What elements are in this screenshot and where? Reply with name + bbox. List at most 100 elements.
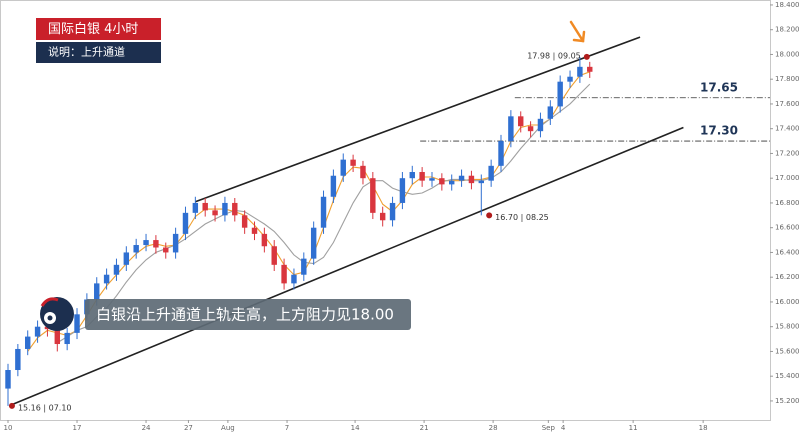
candle-body <box>222 202 228 216</box>
plot-frame <box>0 0 771 421</box>
candle-body <box>527 126 534 132</box>
level-label: 17.65 <box>700 80 738 94</box>
candle-body <box>350 159 356 166</box>
annotation-dot <box>583 53 590 60</box>
y-tick-label: 16.800 <box>775 199 800 207</box>
pointer-arrow <box>569 20 586 43</box>
candle-body <box>301 258 307 275</box>
candle-body <box>567 76 573 82</box>
logo <box>40 297 74 331</box>
candle-body <box>172 233 179 253</box>
y-tick-label: 15.600 <box>775 347 800 355</box>
candle-body <box>281 264 287 284</box>
candle-body <box>192 202 199 213</box>
candle-body <box>310 227 317 259</box>
candle-body <box>488 165 494 181</box>
subtitle-box <box>36 42 161 63</box>
candle-body <box>320 196 327 228</box>
candle-body <box>458 175 465 181</box>
candle-body <box>15 348 21 371</box>
candle-body <box>370 178 376 213</box>
candle-body <box>577 66 583 77</box>
candle-body <box>232 202 238 216</box>
trendline <box>11 126 684 406</box>
candle-body <box>143 240 149 246</box>
candle-body <box>64 332 70 345</box>
y-tick-label: 17.400 <box>775 125 800 133</box>
y-tick-label: 17.600 <box>775 100 800 108</box>
candle-body <box>251 227 258 234</box>
candle-body <box>508 116 514 142</box>
y-tick-label: 16.000 <box>775 298 800 306</box>
y-tick-label: 16.400 <box>775 248 800 256</box>
candle-body <box>360 165 366 179</box>
x-tick-label: 24 <box>142 424 151 432</box>
y-tick-label: 17.000 <box>775 174 800 182</box>
candle-body <box>5 370 11 389</box>
candle-body <box>340 159 346 176</box>
y-tick-label: 18.200 <box>775 26 800 34</box>
level-label: 17.30 <box>700 124 738 138</box>
y-tick-label: 17.800 <box>775 75 800 83</box>
candle-body <box>439 178 445 185</box>
candle-body <box>153 240 159 248</box>
candle-body <box>25 336 31 349</box>
subtitle: 说明：上升通道 <box>48 45 125 59</box>
y-tick-label: 18.000 <box>775 50 800 58</box>
candle-body <box>271 246 277 265</box>
candle-body <box>429 178 435 181</box>
title: 国际白银 4小时 <box>48 21 138 37</box>
x-tick-label: 4 <box>561 424 566 432</box>
candle-body <box>419 172 425 181</box>
x-tick-label: 17 <box>73 424 82 432</box>
x-tick-label: 27 <box>184 424 193 432</box>
y-tick-label: 15.800 <box>775 323 800 331</box>
candle-body <box>54 329 61 345</box>
x-tick-label: Aug <box>221 424 235 432</box>
candle-body <box>399 178 406 203</box>
candle-body <box>202 202 208 211</box>
x-tick-label: 10 <box>4 424 13 432</box>
candle-body <box>74 314 80 333</box>
annotation-label: 16.70 | 08.25 <box>495 213 549 222</box>
candle-body <box>241 215 248 228</box>
candle-body <box>587 66 593 72</box>
candle-body <box>389 202 396 221</box>
annotation-label: 15.16 | 07.10 <box>18 403 72 412</box>
candle-body <box>261 233 268 247</box>
candle-body <box>133 245 139 253</box>
trendline <box>195 36 641 203</box>
x-tick-label: 14 <box>351 424 360 432</box>
annotation-label: 17.98 | 09.05 <box>527 51 581 60</box>
candle-body <box>291 274 297 284</box>
candle-body <box>557 81 563 107</box>
x-tick-label: Sep <box>542 424 556 432</box>
candle-body <box>409 172 415 179</box>
candle-body <box>498 141 504 166</box>
candle-body <box>518 116 524 127</box>
y-tick-label: 15.200 <box>775 397 800 405</box>
y-tick-label: 17.200 <box>775 149 800 157</box>
candle-body <box>113 264 120 275</box>
title-box <box>36 18 161 40</box>
candle-body <box>94 283 100 300</box>
candle-body <box>468 175 475 184</box>
candle-body <box>103 274 110 284</box>
annotation-dot <box>8 402 15 409</box>
y-tick-label: 16.200 <box>775 273 800 281</box>
candle-body <box>212 210 218 216</box>
candle-body <box>182 212 189 234</box>
x-tick-label: 11 <box>629 424 638 432</box>
candle-body <box>379 212 386 221</box>
candle-body <box>537 118 544 132</box>
annotation-dot <box>486 212 493 219</box>
caption-box <box>85 299 411 330</box>
candle-body <box>163 247 169 253</box>
x-tick-label: 18 <box>699 424 708 432</box>
candle-body <box>448 180 455 185</box>
x-tick-label: 28 <box>489 424 498 432</box>
y-tick-label: 16.600 <box>775 224 800 232</box>
x-tick-label: 21 <box>420 424 429 432</box>
